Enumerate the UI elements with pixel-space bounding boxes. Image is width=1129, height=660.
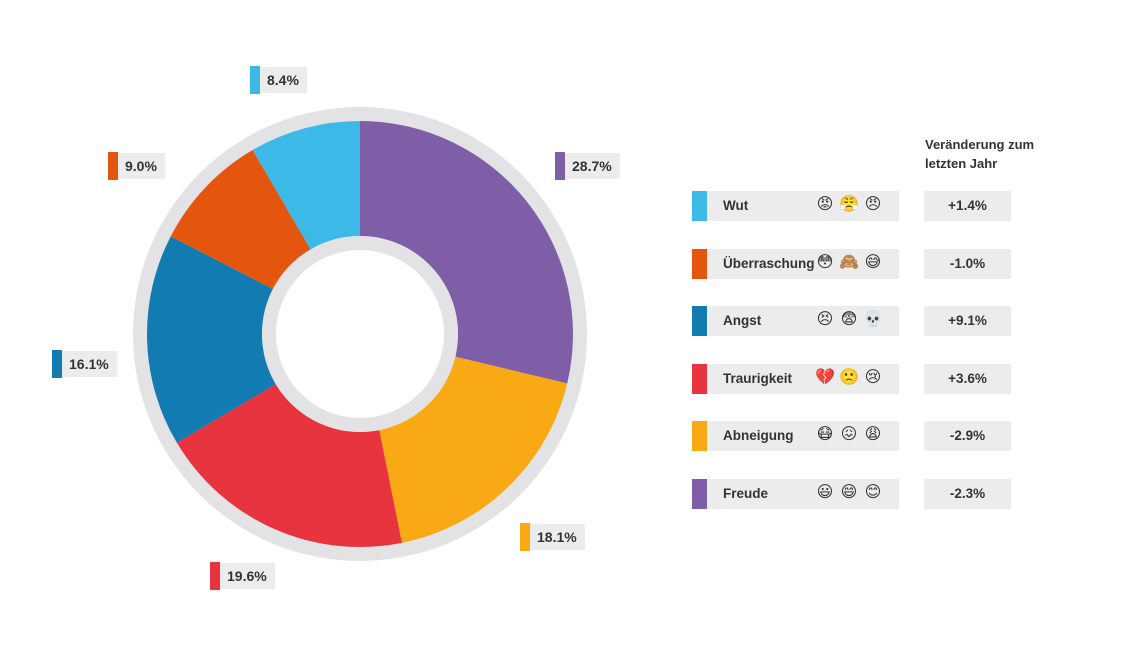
donut-hole bbox=[276, 250, 444, 418]
slice-label-swatch bbox=[555, 152, 565, 180]
slice-label-angst: 16.1% bbox=[52, 350, 117, 378]
grinning-face-emoji-icon: 😃 bbox=[816, 484, 834, 501]
donut-slice-ueberraschung bbox=[170, 150, 311, 290]
slice-value-label: 16.1% bbox=[62, 351, 117, 377]
legend-box: Traurigkeit 💔 🙁 😢 bbox=[707, 364, 899, 394]
angry-face-emoji-icon: 😠 bbox=[864, 196, 882, 213]
emoji-group: 😷 😖 😩 bbox=[814, 424, 884, 446]
legend-label: Abneigung bbox=[723, 428, 794, 443]
legend-swatch bbox=[692, 421, 707, 451]
legend-item-freude: Freude 😃 😄 😊 bbox=[692, 479, 899, 509]
slice-label-wut: 8.4% bbox=[250, 66, 307, 94]
slice-value-label: 9.0% bbox=[118, 153, 165, 179]
donut-slice-freude bbox=[360, 121, 573, 384]
emoji-group: 💔 🙁 😢 bbox=[814, 367, 884, 389]
slice-value-label: 8.4% bbox=[260, 67, 307, 93]
donut-slice-wut bbox=[252, 121, 360, 250]
crying-face-emoji-icon: 😢 bbox=[864, 369, 882, 386]
legend-label: Wut bbox=[723, 198, 749, 213]
steam-face-emoji-icon: 😤 bbox=[839, 196, 859, 213]
legend-swatch bbox=[692, 479, 707, 509]
legend-swatch bbox=[692, 306, 707, 336]
see-no-evil-monkey-emoji-icon: 🙈 bbox=[839, 254, 859, 271]
change-value-freude: -2.3% bbox=[924, 479, 1011, 509]
emoji-group: 😳 🙈 😅 bbox=[814, 252, 884, 274]
slice-label-ueberraschung: 9.0% bbox=[108, 152, 165, 180]
legend-swatch bbox=[692, 364, 707, 394]
legend-item-wut: Wut 😡 😤 😠 bbox=[692, 191, 899, 221]
blushing-face-emoji-icon: 😊 bbox=[864, 484, 882, 501]
slice-label-swatch bbox=[250, 66, 260, 94]
flushed-face-emoji-icon: 😳 bbox=[816, 254, 834, 271]
persevering-face-emoji-icon: 😣 bbox=[816, 311, 834, 328]
change-value-abneigung: -2.9% bbox=[924, 421, 1011, 451]
legend-label: Traurigkeit bbox=[723, 371, 793, 386]
legend-item-abneigung: Abneigung 😷 😖 😩 bbox=[692, 421, 899, 451]
legend-item-angst: Angst 😣 😨 💀 bbox=[692, 306, 899, 336]
skull-emoji-icon: 💀 bbox=[863, 311, 883, 328]
fearful-face-emoji-icon: 😨 bbox=[840, 311, 858, 328]
slice-label-swatch bbox=[52, 350, 62, 378]
slice-value-label: 28.7% bbox=[565, 153, 620, 179]
slice-value-label: 19.6% bbox=[220, 563, 275, 589]
legend-swatch bbox=[692, 191, 707, 221]
legend-box: Abneigung 😷 😖 😩 bbox=[707, 421, 899, 451]
change-value-wut: +1.4% bbox=[924, 191, 1011, 221]
change-value-ueberraschung: -1.0% bbox=[924, 249, 1011, 279]
slice-label-freude: 28.7% bbox=[555, 152, 620, 180]
legend-box: Freude 😃 😄 😊 bbox=[707, 479, 899, 509]
slice-value-label: 18.1% bbox=[530, 524, 585, 550]
mask-face-emoji-icon: 😷 bbox=[816, 426, 834, 443]
slice-label-swatch bbox=[108, 152, 118, 180]
legend-box: Überraschung 😳 🙈 😅 bbox=[707, 249, 899, 279]
donut-slice-abneigung bbox=[379, 356, 568, 543]
legend-label: Angst bbox=[723, 313, 762, 328]
slice-label-traurigkeit: 19.6% bbox=[210, 562, 275, 590]
change-column-header: Veränderung zum letzten Jahr bbox=[925, 137, 1035, 171]
legend-item-ueberraschung: Überraschung 😳 🙈 😅 bbox=[692, 249, 899, 279]
slice-label-swatch bbox=[520, 523, 530, 551]
weary-face-emoji-icon: 😩 bbox=[864, 426, 882, 443]
legend-box: Angst 😣 😨 💀 bbox=[707, 306, 899, 336]
enraged-face-emoji-icon: 😡 bbox=[816, 196, 834, 213]
donut-slice-angst bbox=[147, 236, 276, 443]
legend-label: Freude bbox=[723, 486, 769, 501]
smiling-open-face-emoji-icon: 😄 bbox=[840, 484, 858, 501]
legend-swatch bbox=[692, 249, 707, 279]
frowning-face-emoji-icon: 🙁 bbox=[839, 369, 859, 386]
slice-label-abneigung: 18.1% bbox=[520, 523, 585, 551]
legend-box: Wut 😡 😤 😠 bbox=[707, 191, 899, 221]
broken-heart-emoji-icon: 💔 bbox=[815, 369, 835, 386]
legend-label: Überraschung bbox=[723, 256, 815, 271]
sweat-smile-face-emoji-icon: 😅 bbox=[864, 254, 882, 271]
donut-slice-traurigkeit bbox=[176, 384, 402, 547]
emoji-group: 😡 😤 😠 bbox=[814, 194, 884, 216]
legend-item-traurigkeit: Traurigkeit 💔 🙁 😢 bbox=[692, 364, 899, 394]
slice-label-swatch bbox=[210, 562, 220, 590]
emoji-group: 😃 😄 😊 bbox=[814, 482, 884, 504]
change-value-traurigkeit: +3.6% bbox=[924, 364, 1011, 394]
emoji-group: 😣 😨 💀 bbox=[814, 309, 884, 331]
confounded-face-emoji-icon: 😖 bbox=[840, 426, 858, 443]
change-value-angst: +9.1% bbox=[924, 306, 1011, 336]
